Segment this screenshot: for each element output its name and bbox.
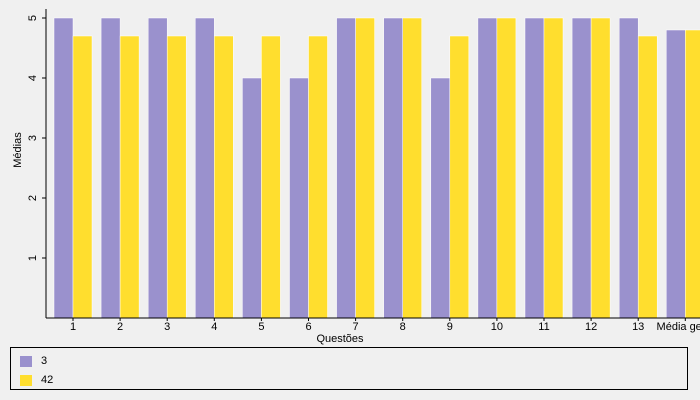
y-tick-label: 4	[27, 75, 39, 81]
x-tick-label: 2	[117, 321, 123, 333]
bar-series-1-cat-9	[430, 77, 451, 319]
y-tick-label: 1	[27, 255, 39, 261]
bar-series-1-cat-5	[242, 77, 262, 319]
y-tick-label: 3	[27, 135, 39, 141]
x-tick-label: 9	[447, 321, 453, 333]
legend-swatch-series-1	[20, 355, 32, 367]
y-axis-ticks: 1 2 3 4 5	[27, 15, 46, 261]
bar-series-2-cat-1	[72, 35, 93, 319]
bar-series-2-cat-6	[308, 35, 328, 319]
chart-legend: 3 42	[10, 347, 688, 390]
x-tick-label: 3	[164, 321, 170, 333]
bar-series-2-cat-11	[543, 17, 564, 319]
bar-series-2-cat-8	[402, 17, 422, 319]
bar-series-1-cat-10	[477, 17, 498, 319]
x-axis-label: Questões	[316, 333, 364, 345]
legend-item-series-2: 42	[20, 373, 53, 387]
bar-series-2-cat-14	[685, 29, 700, 319]
bars-group	[53, 17, 700, 319]
x-tick-label: 4	[211, 321, 217, 333]
bar-series-2-cat-3	[166, 35, 187, 319]
x-tick-label: 7	[353, 321, 359, 333]
bar-series-2-cat-9	[449, 35, 470, 319]
bar-series-1-cat-7	[336, 17, 356, 319]
legend-label-series-1: 3	[41, 355, 48, 367]
bar-series-2-cat-12	[590, 17, 611, 319]
x-tick-label: 1	[70, 321, 76, 333]
legend-swatch-series-2	[20, 374, 32, 386]
bar-series-1-cat-14	[666, 29, 686, 319]
x-tick-label: 12	[585, 321, 597, 333]
bar-series-2-cat-4	[214, 35, 234, 319]
bar-series-2-cat-13	[637, 35, 658, 319]
y-tick-label: 2	[27, 195, 39, 201]
x-tick-label: 10	[491, 321, 503, 333]
x-tick-label: 5	[258, 321, 264, 333]
x-tick-label: 8	[400, 321, 406, 333]
bar-series-1-cat-12	[571, 17, 592, 319]
bar-series-1-cat-13	[618, 17, 639, 319]
x-tick-label: 6	[305, 321, 311, 333]
bar-series-1-cat-11	[524, 17, 545, 319]
bar-series-1-cat-6	[289, 77, 309, 319]
bar-series-2-cat-7	[355, 17, 375, 319]
bar-series-1-cat-2	[100, 17, 121, 319]
bar-series-2-cat-2	[119, 35, 140, 319]
bar-series-1-cat-3	[147, 17, 168, 319]
bar-series-1-cat-1	[53, 17, 74, 319]
bar-series-1-cat-4	[195, 17, 215, 319]
y-tick-label: 5	[27, 15, 39, 21]
legend-label-series-2: 42	[41, 374, 54, 386]
x-tick-label: 13	[632, 321, 644, 333]
y-axis-label: Médias	[12, 132, 24, 168]
x-tick-label: 11	[538, 321, 549, 333]
x-tick-label: Média geral	[657, 321, 700, 333]
bar-series-2-cat-10	[496, 17, 517, 319]
bar-series-2-cat-5	[261, 35, 281, 319]
bar-series-1-cat-8	[383, 17, 403, 319]
legend-item-series-1: 3	[20, 354, 47, 368]
